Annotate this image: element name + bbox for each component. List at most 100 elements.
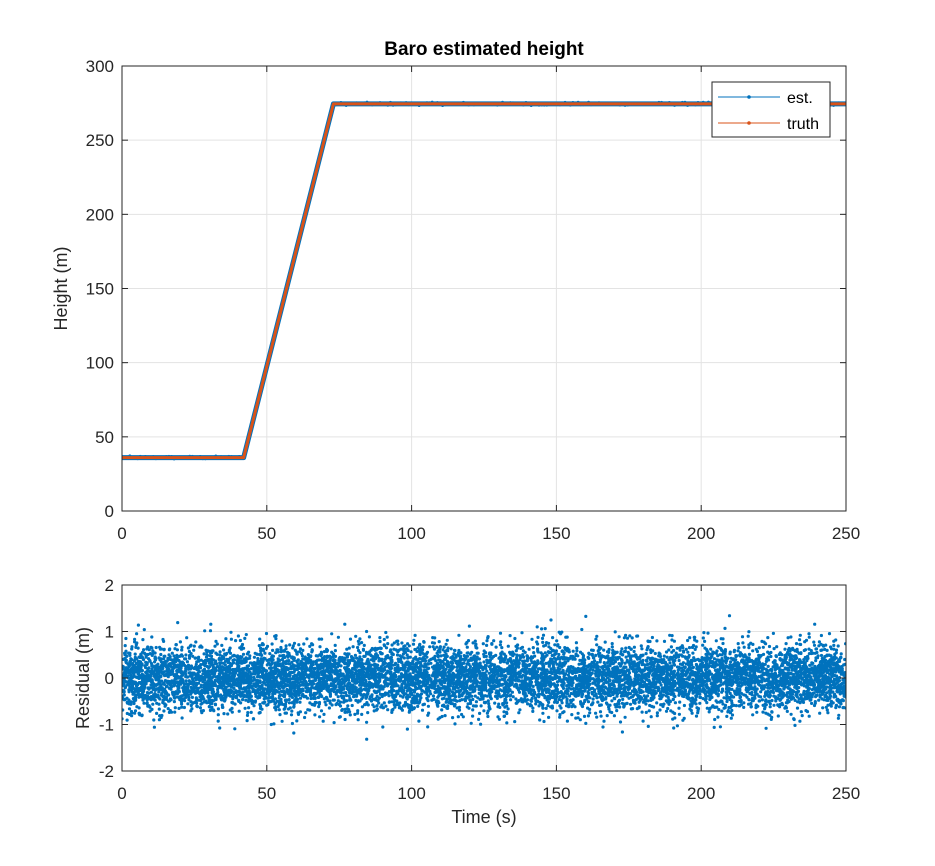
residual-point (807, 632, 811, 636)
series-marker-truth (173, 456, 176, 459)
series-marker-truth (660, 102, 663, 105)
residual-point (382, 637, 386, 642)
residual-point (671, 698, 675, 702)
series-marker-truth (655, 102, 658, 105)
residual-point (380, 693, 384, 697)
residual-point (798, 638, 802, 642)
residual-point (154, 658, 158, 662)
residual-point (487, 706, 491, 710)
residual-point (472, 689, 477, 693)
residual-point (666, 706, 670, 711)
residual-point (527, 647, 531, 651)
residual-point (591, 648, 595, 653)
residual-point (252, 655, 256, 659)
residual-point (428, 645, 432, 649)
series-marker-truth (537, 102, 541, 105)
series-marker-truth (251, 422, 254, 425)
residual-point (258, 710, 262, 715)
residual-point (382, 701, 386, 705)
series-marker-truth (837, 102, 840, 105)
residual-point (520, 631, 524, 635)
series-marker-truth (582, 102, 585, 105)
residual-point (807, 714, 811, 718)
series-marker-truth (543, 102, 546, 105)
residual-point (481, 642, 485, 646)
series-marker-truth (337, 102, 340, 105)
residual-point (736, 649, 740, 653)
residual-point (653, 659, 658, 663)
series-marker-truth (704, 102, 707, 105)
residual-point (526, 702, 530, 706)
residual-point (839, 652, 843, 656)
residual-point (180, 705, 184, 709)
residual-point (180, 645, 184, 649)
height-plot-xtick-label: 250 (832, 524, 860, 543)
series-marker-truth (642, 102, 645, 105)
series-marker-truth (668, 102, 671, 105)
residual-point (772, 647, 776, 651)
series-truth (122, 102, 846, 460)
residual-point (243, 706, 247, 710)
residual-point (487, 702, 491, 706)
height-plot-ylabel: Height (m) (51, 246, 71, 330)
residual-point (617, 635, 621, 639)
series-marker-truth (595, 102, 598, 105)
residual-point (183, 657, 187, 661)
residual-point (747, 630, 751, 634)
residual-point (702, 631, 706, 635)
residual-point (769, 654, 773, 659)
series-marker-truth (300, 227, 303, 230)
residual-point (178, 640, 182, 644)
series-marker-truth (504, 102, 507, 105)
residual-point (610, 699, 614, 703)
residual-point (698, 701, 702, 705)
residual-point (836, 716, 841, 720)
series-marker-truth (636, 102, 640, 105)
series-marker-truth (618, 102, 621, 105)
series-marker-truth (702, 102, 705, 105)
residual-point (631, 698, 636, 703)
series-marker-truth (519, 102, 522, 105)
residual-point (558, 695, 562, 699)
residual-point (157, 707, 161, 711)
residual-point (538, 718, 542, 722)
series-marker-truth (415, 102, 418, 105)
series-marker-truth (553, 102, 556, 105)
residual-point (280, 719, 284, 723)
residual-point (482, 660, 486, 664)
residual-point (162, 647, 166, 651)
residual-point (629, 707, 634, 711)
residual-point (792, 717, 796, 722)
residual-point (154, 645, 158, 650)
residual-point (713, 717, 717, 722)
series-marker-truth (506, 102, 509, 105)
series-marker-truth (365, 102, 369, 105)
residual-point (343, 717, 347, 722)
series-marker-truth (232, 456, 236, 459)
residual-point (152, 718, 156, 722)
residual-point (162, 709, 166, 713)
series-marker-truth (501, 102, 504, 105)
residual-point (346, 704, 350, 708)
series-marker-truth (464, 102, 468, 105)
series-marker-truth (676, 102, 679, 105)
series-marker-truth (285, 288, 288, 291)
series-marker-truth (605, 102, 608, 105)
residual-point (328, 694, 332, 698)
series-marker-truth (206, 456, 210, 459)
residual-point (623, 715, 627, 719)
series-marker-truth (131, 456, 134, 459)
residual-point (647, 709, 651, 713)
residual-point (518, 654, 522, 658)
series-marker-truth (840, 102, 843, 105)
series-marker-truth (266, 360, 270, 363)
residual-point (510, 690, 514, 694)
residual-point (772, 703, 776, 707)
residual-point (578, 650, 583, 654)
residual-point (358, 637, 362, 641)
residual-point (620, 647, 624, 651)
series-marker-truth (305, 206, 309, 209)
residual-point (650, 635, 655, 640)
series-marker-truth (441, 102, 444, 105)
